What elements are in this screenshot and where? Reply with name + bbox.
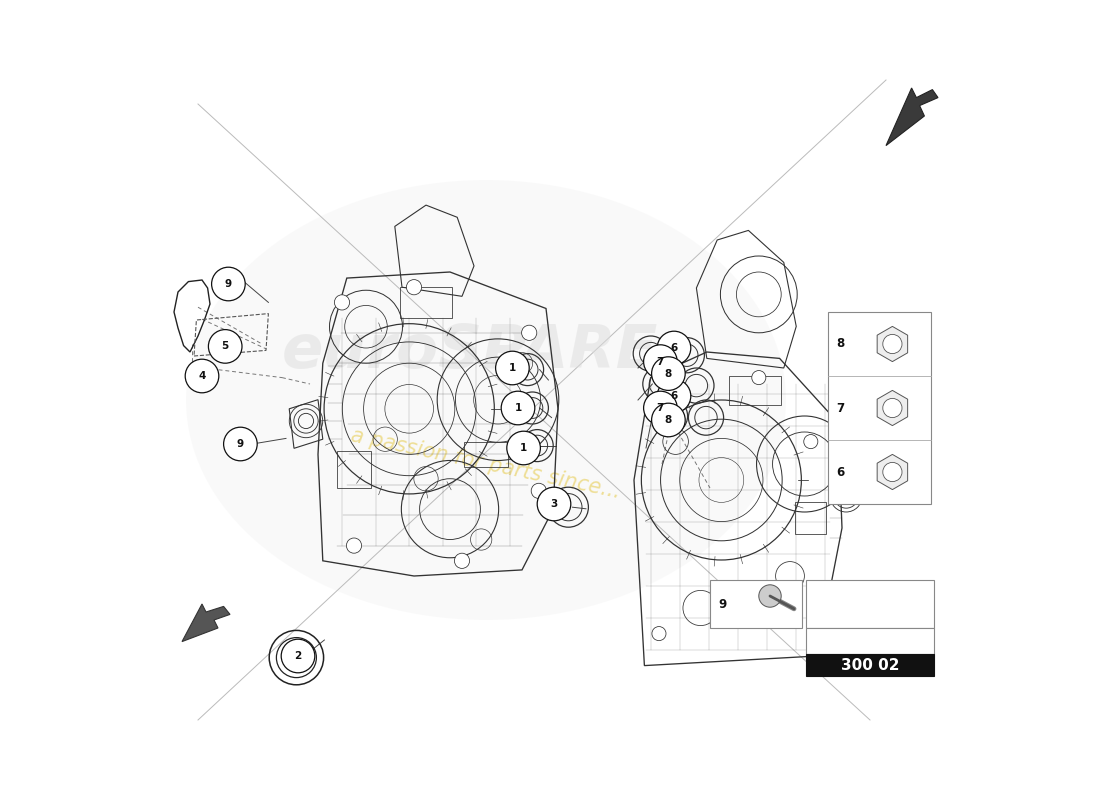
Circle shape bbox=[531, 483, 547, 498]
Text: 9: 9 bbox=[718, 598, 726, 610]
Circle shape bbox=[657, 379, 691, 413]
Bar bbox=[464, 442, 507, 466]
Text: 1: 1 bbox=[509, 363, 516, 373]
Bar bbox=[806, 628, 934, 654]
Polygon shape bbox=[877, 454, 908, 490]
Text: 7: 7 bbox=[836, 402, 845, 414]
Circle shape bbox=[759, 585, 781, 607]
Text: 1: 1 bbox=[520, 443, 527, 453]
Text: 9: 9 bbox=[224, 279, 232, 289]
Bar bbox=[828, 312, 931, 504]
Circle shape bbox=[537, 487, 571, 521]
Bar bbox=[338, 451, 371, 488]
Circle shape bbox=[804, 434, 817, 449]
Ellipse shape bbox=[186, 180, 786, 620]
Polygon shape bbox=[877, 390, 908, 426]
Text: 8: 8 bbox=[664, 369, 672, 378]
Circle shape bbox=[644, 345, 678, 378]
Bar bbox=[795, 502, 826, 534]
Circle shape bbox=[346, 538, 362, 554]
Text: 7: 7 bbox=[657, 357, 664, 366]
Circle shape bbox=[883, 462, 902, 482]
Text: 7: 7 bbox=[657, 403, 664, 413]
Circle shape bbox=[652, 626, 666, 641]
Circle shape bbox=[644, 391, 678, 425]
Bar bbox=[806, 580, 934, 628]
Text: 4: 4 bbox=[198, 371, 206, 381]
Circle shape bbox=[496, 351, 529, 385]
Text: 8: 8 bbox=[836, 338, 845, 350]
Text: a passion for parts since...: a passion for parts since... bbox=[350, 426, 623, 502]
Circle shape bbox=[657, 331, 691, 365]
Polygon shape bbox=[182, 604, 230, 642]
Text: 300 02: 300 02 bbox=[840, 658, 899, 673]
Circle shape bbox=[282, 639, 315, 673]
Circle shape bbox=[521, 325, 537, 341]
Circle shape bbox=[223, 427, 257, 461]
Bar bbox=[399, 287, 452, 318]
Circle shape bbox=[651, 403, 685, 437]
Circle shape bbox=[651, 357, 685, 390]
Bar bbox=[710, 580, 802, 628]
Circle shape bbox=[507, 431, 540, 465]
Polygon shape bbox=[877, 326, 908, 362]
Text: euroSPARE: euroSPARE bbox=[282, 322, 658, 382]
Bar bbox=[806, 654, 934, 676]
Circle shape bbox=[406, 280, 421, 295]
Circle shape bbox=[185, 359, 219, 393]
Circle shape bbox=[883, 398, 902, 418]
Bar bbox=[728, 376, 781, 405]
Text: 9: 9 bbox=[236, 439, 244, 449]
Text: 6: 6 bbox=[836, 466, 845, 478]
Circle shape bbox=[814, 601, 828, 615]
Circle shape bbox=[751, 370, 766, 385]
Circle shape bbox=[334, 294, 350, 310]
Circle shape bbox=[208, 330, 242, 363]
Text: 5: 5 bbox=[221, 342, 229, 351]
Text: 8: 8 bbox=[664, 415, 672, 425]
Text: 2: 2 bbox=[295, 651, 301, 661]
Text: 6: 6 bbox=[670, 343, 678, 353]
Circle shape bbox=[652, 393, 666, 407]
Circle shape bbox=[883, 334, 902, 354]
Circle shape bbox=[454, 554, 470, 569]
Circle shape bbox=[211, 267, 245, 301]
Circle shape bbox=[502, 391, 535, 425]
Text: 6: 6 bbox=[670, 391, 678, 401]
Text: 1: 1 bbox=[515, 403, 521, 413]
Polygon shape bbox=[886, 88, 938, 146]
Text: 3: 3 bbox=[550, 499, 558, 509]
